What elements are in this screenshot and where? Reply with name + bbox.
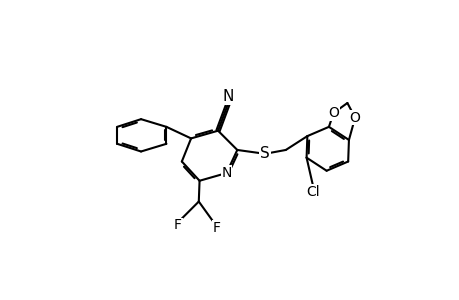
Text: F: F — [174, 218, 181, 233]
Text: O: O — [327, 106, 338, 120]
Text: N: N — [222, 89, 233, 104]
Text: Cl: Cl — [305, 184, 319, 199]
Text: N: N — [221, 166, 231, 180]
Text: S: S — [260, 146, 269, 161]
Text: O: O — [349, 111, 360, 124]
Text: F: F — [212, 221, 220, 235]
